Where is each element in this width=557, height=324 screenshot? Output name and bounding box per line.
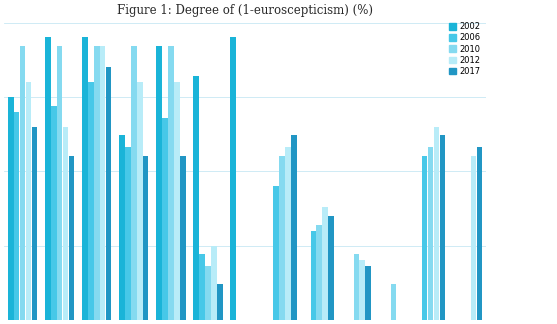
Bar [125, 147, 131, 320]
Bar [311, 231, 316, 320]
Bar [291, 135, 297, 320]
Bar [428, 147, 433, 320]
Bar [206, 266, 211, 320]
Bar [45, 37, 51, 320]
Bar [14, 112, 19, 320]
Bar [354, 254, 359, 320]
Bar [193, 76, 199, 320]
Bar [280, 156, 285, 320]
Bar [439, 135, 445, 320]
Bar [211, 246, 217, 320]
Bar [168, 46, 174, 320]
Bar [88, 82, 94, 320]
Bar [143, 156, 149, 320]
Bar [26, 82, 31, 320]
Bar [51, 106, 57, 320]
Bar [180, 156, 185, 320]
Bar [69, 156, 74, 320]
Bar [471, 156, 476, 320]
Bar [32, 127, 37, 320]
Bar [162, 118, 168, 320]
Bar [323, 207, 328, 320]
Bar [365, 266, 371, 320]
Bar [8, 97, 13, 320]
Bar [131, 46, 136, 320]
Bar [174, 82, 179, 320]
Bar [199, 254, 205, 320]
Legend: 2002, 2006, 2010, 2012, 2017: 2002, 2006, 2010, 2012, 2017 [447, 21, 482, 77]
Bar [273, 186, 279, 320]
Bar [217, 284, 223, 320]
Bar [477, 147, 482, 320]
Bar [137, 82, 143, 320]
Bar [316, 225, 322, 320]
Bar [94, 46, 100, 320]
Bar [285, 147, 291, 320]
Bar [359, 260, 365, 320]
Bar [231, 37, 236, 320]
Bar [390, 284, 396, 320]
Bar [106, 67, 111, 320]
Title: Figure 1: Degree of (1-euroscepticism) (%): Figure 1: Degree of (1-euroscepticism) (… [117, 4, 373, 17]
Bar [422, 156, 427, 320]
Bar [433, 127, 439, 320]
Bar [20, 46, 26, 320]
Bar [157, 46, 162, 320]
Bar [63, 127, 69, 320]
Bar [57, 46, 62, 320]
Bar [328, 216, 334, 320]
Bar [119, 135, 125, 320]
Bar [82, 37, 87, 320]
Bar [100, 46, 105, 320]
